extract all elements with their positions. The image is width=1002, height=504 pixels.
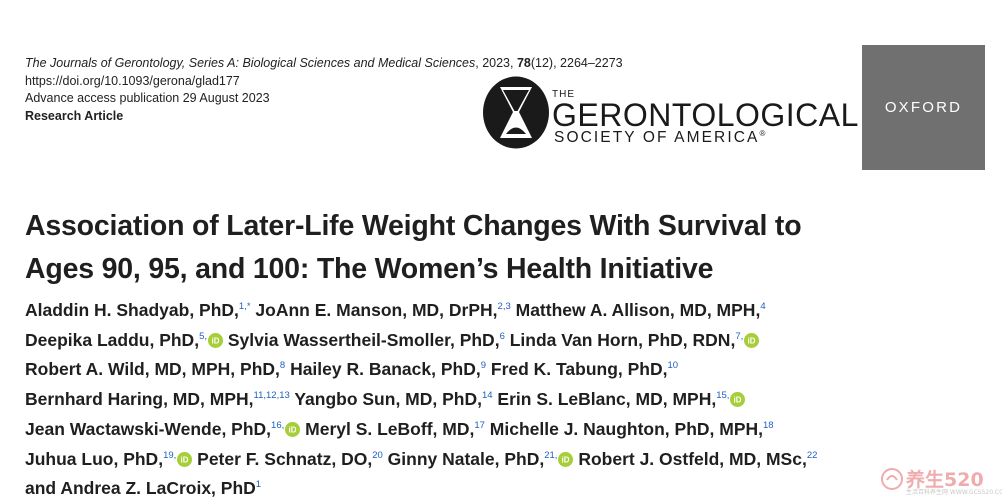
affiliation-sup[interactable]: 11,12,13 <box>253 390 290 402</box>
svg-text:iD: iD <box>734 396 742 405</box>
author-line: Jean Wactawski-Wende, PhD,16, iD Meryl S.… <box>25 415 975 445</box>
author-name[interactable]: Juhua Luo, PhD, <box>25 448 164 469</box>
gsa-the: THE <box>552 89 575 100</box>
author-name[interactable]: Matthew A. Allison, MD, MPH, <box>515 300 761 320</box>
affiliation-sup[interactable]: 14 <box>481 390 493 402</box>
author-name[interactable]: Robert A. Wild, MD, MPH, PhD, <box>25 359 280 380</box>
journal-header: The Journals of Gerontology, Series A: B… <box>25 55 623 125</box>
author-name[interactable]: Deepika Laddu, PhD, <box>25 329 200 350</box>
watermark-text: 养生520 <box>906 469 984 491</box>
author-name[interactable]: Michelle J. Naughton, PhD, MPH, <box>489 418 763 439</box>
affiliation-sup[interactable]: 6 <box>499 330 505 342</box>
journal-volume: 78 <box>516 56 531 70</box>
journal-citation: The Journals of Gerontology, Series A: B… <box>25 56 623 70</box>
author-name[interactable]: Linda Van Horn, PhD, RDN, <box>509 329 736 350</box>
svg-text:iD: iD <box>212 336 220 345</box>
affiliation-sup[interactable]: 16, <box>271 419 285 431</box>
author-list: Aladdin H. Shadyab, PhD,1,* JoAnn E. Man… <box>25 296 975 504</box>
author-name[interactable]: Meryl S. LeBoff, MD, <box>305 418 475 439</box>
affiliation-sup[interactable]: 10 <box>667 360 679 372</box>
author-name[interactable]: Fred K. Tabung, PhD, <box>490 359 668 380</box>
author-name[interactable]: Peter F. Schnatz, DO, <box>197 448 373 469</box>
journal-pages: 2264–2273 <box>560 56 623 70</box>
author-line: Juhua Luo, PhD,19, iD Peter F. Schnatz, D… <box>25 445 975 475</box>
author-line: and Andrea Z. LaCroix, PhD1 <box>25 474 975 504</box>
article-type: Research Article <box>25 108 124 123</box>
gsa-hourglass-icon <box>483 76 549 149</box>
svg-text:iD: iD <box>748 336 756 345</box>
author-name[interactable]: Sylvia Wassertheil-Smoller, PhD, <box>227 329 500 350</box>
author-name[interactable]: Robert J. Ostfeld, MD, MSc, <box>578 448 807 469</box>
affiliation-sup[interactable]: 8 <box>279 360 286 372</box>
affiliation-sup[interactable]: 17 <box>474 419 485 431</box>
author-name[interactable]: Yangbo Sun, MD, PhD, <box>294 389 482 410</box>
orcid-icon[interactable]: iD <box>208 332 223 348</box>
author-name[interactable]: Hailey R. Banack, PhD, <box>290 359 481 380</box>
oxford-label: OXFORD <box>884 99 963 116</box>
publication-date: Advance access publication 29 August 202… <box>25 91 270 105</box>
affiliation-sup[interactable]: 7, <box>735 330 744 342</box>
affiliation-sup[interactable]: 1 <box>255 479 262 491</box>
affiliation-sup[interactable]: 5, <box>199 330 207 342</box>
watermark-logo-icon <box>881 468 903 490</box>
affiliation-sup[interactable]: 21, <box>544 449 558 461</box>
orcid-icon[interactable]: iD <box>558 451 574 467</box>
author-line: Robert A. Wild, MD, MPH, PhD,8 Hailey R.… <box>25 355 975 385</box>
gsa-society: SOCIETY OF AMERICA® <box>554 129 768 146</box>
orcid-icon[interactable]: iD <box>177 451 193 467</box>
author-name[interactable]: Ginny Natale, PhD, <box>387 448 545 469</box>
doi-link[interactable]: https://doi.org/10.1093/gerona/glad177 <box>25 73 240 88</box>
author-name[interactable]: and Andrea Z. LaCroix, PhD <box>25 478 256 499</box>
watermark-sub: 生活百科养生网 WWW.GCS520.COM <box>906 489 1002 496</box>
journal-year: 2023 <box>482 56 510 70</box>
affiliation-sup[interactable]: 4 <box>760 301 766 312</box>
svg-text:iD: iD <box>181 455 189 464</box>
gsa-logo: THE GERONTOLOGICAL SOCIETY OF AMERICA® <box>482 75 858 150</box>
affiliation-sup[interactable]: 22 <box>806 449 818 461</box>
gsa-name: GERONTOLOGICAL <box>552 97 859 133</box>
svg-text:iD: iD <box>562 455 570 464</box>
author-line: Deepika Laddu, PhD,5, iD Sylvia Wasserthe… <box>25 326 975 356</box>
author-name[interactable]: JoAnn E. Manson, MD, DrPH, <box>255 300 498 320</box>
oxford-logo: OXFORD <box>862 45 985 170</box>
affiliation-sup[interactable]: 20 <box>372 449 383 461</box>
author-line: Aladdin H. Shadyab, PhD,1,* JoAnn E. Man… <box>25 296 975 326</box>
author-name[interactable]: Bernhard Haring, MD, MPH, <box>25 389 254 410</box>
author-name[interactable]: Aladdin H. Shadyab, PhD, <box>25 300 239 320</box>
affiliation-sup[interactable]: 2,3 <box>497 301 511 312</box>
title-line-2: Ages 90, 95, and 100: The Women’s Health… <box>25 253 714 285</box>
author-name[interactable]: Jean Wactawski-Wende, PhD, <box>25 418 272 439</box>
svg-text:iD: iD <box>289 425 297 434</box>
journal-name: The Journals of Gerontology, Series A: B… <box>25 56 476 70</box>
affiliation-sup[interactable]: 19, <box>163 449 177 461</box>
affiliation-sup[interactable]: 18 <box>763 419 774 431</box>
watermark: 养生520 生活百科养生网 WWW.GCS520.COM <box>880 463 1002 497</box>
author-name[interactable]: Erin S. LeBlanc, MD, MPH, <box>497 389 717 410</box>
orcid-icon[interactable]: iD <box>744 332 760 348</box>
affiliation-sup[interactable]: 9 <box>480 360 486 372</box>
article-title: Association of Later-Life Weight Changes… <box>25 205 985 291</box>
journal-issue: (12) <box>530 56 554 70</box>
author-line: Bernhard Haring, MD, MPH,11,12,13 Yangbo… <box>25 385 975 415</box>
affiliation-sup[interactable]: 15, <box>716 390 730 402</box>
orcid-icon[interactable]: iD <box>285 421 301 437</box>
affiliation-sup[interactable]: 1,* <box>238 301 251 312</box>
orcid-icon[interactable]: iD <box>730 392 746 408</box>
title-line-1: Association of Later-Life Weight Changes… <box>25 210 802 242</box>
